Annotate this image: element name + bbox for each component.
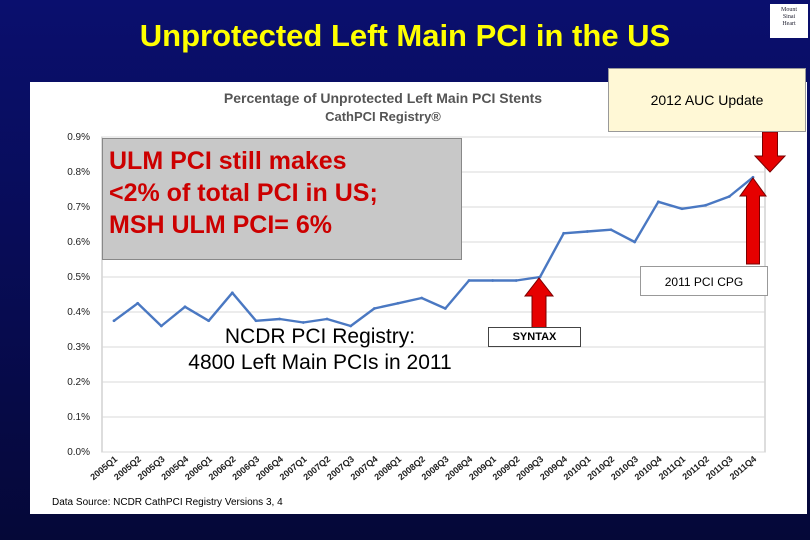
data-point <box>112 319 116 323</box>
data-point <box>230 291 234 295</box>
data-point <box>704 203 708 207</box>
data-point <box>136 301 140 305</box>
y-tick-label: 0.4% <box>67 307 90 318</box>
syntax-label: SYNTAX <box>488 327 581 347</box>
y-tick-label: 0.6% <box>67 237 90 248</box>
data-point <box>562 231 566 235</box>
data-point <box>443 307 447 310</box>
data-point <box>159 324 163 328</box>
data-point <box>491 279 495 282</box>
ulm-callout: ULM PCI still makes <2% of total PCI in … <box>102 138 462 260</box>
y-tick-label: 0.7% <box>67 202 90 213</box>
data-point <box>585 230 589 233</box>
data-point <box>207 319 211 323</box>
y-tick-label: 0.0% <box>67 447 90 458</box>
data-point <box>396 301 400 305</box>
x-tick-label: 2011Q4 <box>728 454 759 482</box>
data-point <box>656 200 660 204</box>
data-point <box>633 240 637 244</box>
ncdr-annotation: NCDR PCI Registry: 4800 Left Main PCIs i… <box>188 325 452 374</box>
data-point <box>301 321 305 324</box>
cpg-label-box: 2011 PCI CPG <box>640 266 768 296</box>
institution-logo: Mount Sinai Heart <box>770 4 808 38</box>
data-point <box>467 279 471 282</box>
data-point <box>727 195 731 198</box>
data-point <box>254 319 258 323</box>
syntax-arrow <box>523 277 555 334</box>
data-point <box>372 307 376 310</box>
cpg-arrow <box>739 177 767 265</box>
data-point <box>514 279 518 282</box>
data-point <box>349 324 353 328</box>
y-tick-label: 0.8% <box>67 167 90 178</box>
auc-arrow <box>753 131 787 173</box>
y-tick-label: 0.9% <box>67 132 90 143</box>
chart-title: Percentage of Unprotected Left Main PCI … <box>224 90 542 106</box>
data-point <box>420 296 424 300</box>
data-point <box>183 305 187 309</box>
y-tick-label: 0.3% <box>67 342 90 353</box>
data-point <box>609 228 613 232</box>
slide-title: Unprotected Left Main PCI in the US <box>139 18 671 53</box>
chart-subtitle: CathPCI Registry® <box>325 109 441 124</box>
y-tick-label: 0.5% <box>67 272 90 283</box>
series-line <box>113 176 754 328</box>
data-point <box>680 207 684 211</box>
auc-update-box: 2012 AUC Update <box>608 68 806 132</box>
y-tick-label: 0.1% <box>67 412 90 423</box>
y-tick-label: 0.2% <box>67 377 90 388</box>
data-point <box>278 317 282 321</box>
data-point <box>325 317 329 321</box>
data-source-note: Data Source: NCDR CathPCI Registry Versi… <box>52 497 283 508</box>
